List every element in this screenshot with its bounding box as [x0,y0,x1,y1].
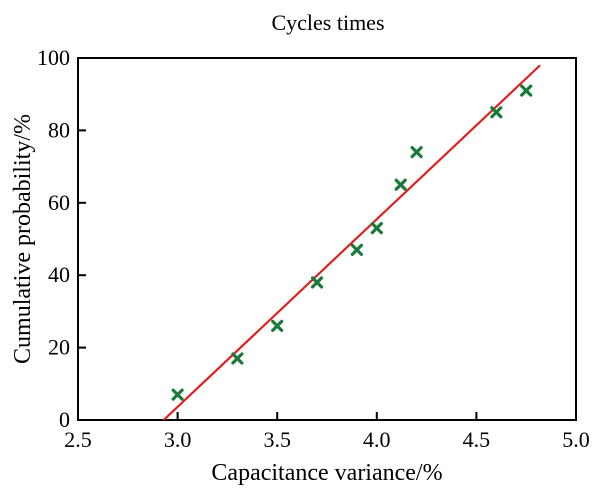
y-tick-label: 20 [48,335,70,360]
y-tick-label: 40 [48,262,70,287]
y-tick-label: 0 [59,407,70,432]
x-tick-label: 5.0 [562,427,590,452]
data-point [171,388,184,401]
x-tick-label: 2.5 [64,427,92,452]
data-marks [162,64,541,421]
chart-title: Cycles times [271,10,384,35]
data-point [231,352,244,365]
x-tick-label: 4.0 [363,427,391,452]
x-axis-label: Capacitance variance/% [211,460,442,486]
tick-group: 2.5 3.0 3.5 4.0 4.5 5.0 0 20 40 60 80 100 [37,45,590,452]
y-tick-label: 80 [48,117,70,142]
x-tick-label: 4.5 [463,427,491,452]
data-point [271,319,284,332]
data-point [490,106,503,119]
data-point [310,276,324,289]
data-point [410,146,423,159]
y-tick-label: 100 [37,45,70,70]
plot-frame [77,57,577,421]
x-tick-label: 3.0 [164,427,192,452]
y-axis-label: Cumulative probability/% [10,114,36,364]
data-point [394,178,407,191]
y-tick-label: 60 [48,190,70,215]
x-tick-label: 3.5 [263,427,291,452]
data-point [350,243,363,256]
fit-line [162,64,541,421]
data-point [370,222,383,235]
data-point [520,84,533,97]
